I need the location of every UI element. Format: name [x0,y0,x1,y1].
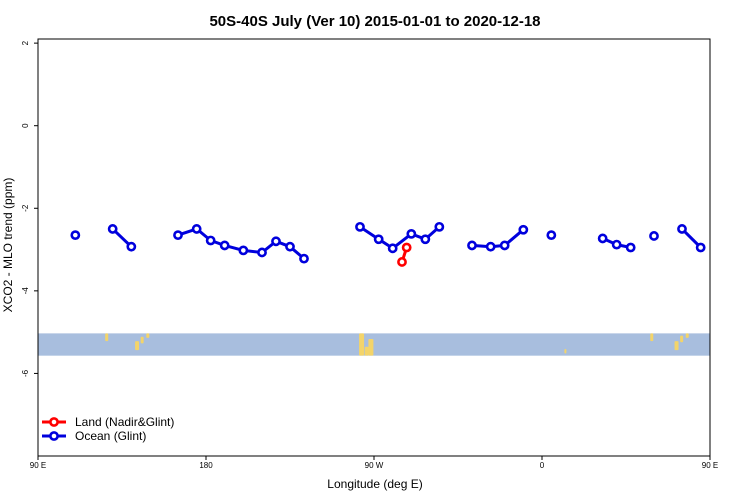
map-strip [38,333,710,356]
data-point [285,241,295,252]
map-land-patch [359,333,365,356]
y-axis: 2 0 -2 -4 -6 [21,40,38,377]
x-tick-label: 90 E [30,461,46,470]
map-land-patch [674,341,679,351]
data-point [420,234,431,245]
legend-marker [49,417,59,427]
legend: Land (Nadir&Glint)Ocean (Glint) [42,415,174,443]
data-point [546,230,557,241]
plot-area [37,38,746,457]
map-land-patch [146,333,150,338]
y-tick-label: -4 [21,287,30,295]
plot-frame [37,38,711,457]
x-tick-label: 180 [199,461,213,470]
data-point [499,240,510,251]
data-point [725,232,732,239]
data-point [397,257,407,267]
data-point [597,233,608,244]
data-point [401,242,412,253]
map-land-patch [135,341,140,351]
data-point [107,224,118,234]
map-land-patch [105,333,109,342]
map-land-patch [140,336,144,344]
y-axis-label: XCO2 - MLO trend (ppm) [1,178,15,313]
map-land-patch [364,346,369,356]
series-line [729,228,743,235]
data-point [191,224,202,234]
y-tick-label: -2 [21,204,30,212]
series-line [471,228,525,249]
data-point [387,243,398,254]
data-point [625,242,636,253]
legend-label: Ocean (Glint) [75,429,146,443]
data-point [70,230,81,241]
map-land-patch [368,338,374,356]
data-point [649,231,659,241]
x-tick-label: 90 W [365,461,384,470]
data-point [299,253,309,264]
legend-label: Land (Nadir&Glint) [75,415,174,429]
data-point [434,221,445,232]
map-land-patch [564,348,567,354]
x-tick-label: 0 [540,461,545,470]
data-point [518,224,529,235]
data-point [739,224,746,231]
map-land-patch [650,333,654,342]
map-land-patch [685,333,689,338]
y-tick-label: 0 [21,123,30,128]
data-point [485,241,496,252]
data-point [271,236,281,247]
series-layer [70,221,746,267]
legend-marker [49,431,59,441]
y-tick-label: 2 [21,40,30,45]
series-land-nadir-glint- [397,242,412,267]
data-point [355,221,365,232]
x-tick-label: 90 E [702,461,718,470]
data-point [205,235,216,246]
data-point [467,240,477,251]
map-land-patch [680,335,684,343]
data-point [373,234,384,245]
data-point [173,230,183,241]
data-point [695,242,706,253]
chart-title: 50S-40S July (Ver 10) 2015-01-01 to 2020… [209,13,540,30]
x-axis-label: Longitude (deg E) [327,477,422,491]
data-point [611,239,622,250]
data-point [677,224,687,234]
data-point [257,247,267,258]
series-ocean-glint- [70,221,746,264]
y-tick-label: -6 [21,369,30,377]
data-point [406,228,417,239]
data-point [219,240,230,251]
data-point [238,245,249,256]
x-axis: 90 E 180 90 W 0 90 E [30,456,718,470]
data-point [126,241,137,252]
map-ocean-band [38,333,710,356]
